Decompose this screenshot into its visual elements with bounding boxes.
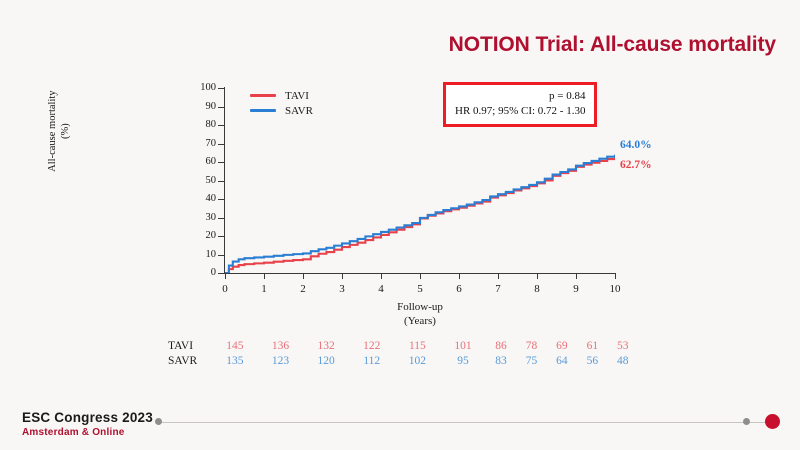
risk-value: 48 [617, 354, 629, 367]
y-tick [218, 180, 224, 182]
x-tick [225, 273, 226, 279]
footer-dot-left [155, 418, 162, 425]
slide-footer: ESC Congress 2023 Amsterdam & Online [0, 400, 800, 450]
curve-savr [225, 154, 615, 273]
risk-value: 75 [525, 354, 538, 367]
risk-row-label: SAVR [168, 354, 198, 367]
y-tick-label: 0 [210, 267, 216, 278]
y-tick-label: 20 [205, 230, 217, 241]
y-tick [218, 236, 224, 237]
x-tick-label: 3 [339, 283, 345, 295]
x-tick [498, 273, 499, 279]
p-value-text: p = 0.84 [549, 90, 586, 102]
x-tick [576, 273, 577, 279]
y-tick [218, 217, 224, 219]
x-tick [459, 273, 460, 279]
legend-item-tavi: TAVI [250, 88, 313, 103]
risk-row: TAVI 145 136 132 122 115 101 86 78 69 61 53 [168, 338, 638, 353]
x-tick [420, 273, 421, 279]
risk-value: 145 [226, 339, 244, 352]
statistics-box: p = 0.84 HR 0.97; 95% CI: 0.72 - 1.30 [443, 82, 598, 127]
y-tick-label: 30 [205, 211, 217, 223]
legend-swatch-savr [250, 109, 276, 112]
risk-value: 56 [586, 354, 599, 367]
y-tick-label: 100 [200, 82, 216, 93]
risk-value: 69 [556, 339, 568, 352]
risk-value: 95 [457, 354, 469, 367]
x-tick-label: 10 [609, 283, 621, 295]
y-tick [218, 254, 224, 256]
y-tick [218, 88, 224, 89]
y-tick-label: 10 [205, 248, 217, 260]
x-tick-label: 9 [573, 283, 579, 295]
legend-swatch-tavi [250, 94, 276, 97]
x-axis-title: Follow-up (Years) [397, 301, 443, 328]
x-tick-label: 6 [456, 283, 462, 295]
x-tick [615, 273, 616, 279]
x-tick [381, 273, 382, 279]
x-tick-label: 8 [534, 283, 540, 295]
y-tick-label: 50 [205, 174, 217, 186]
risk-value: 115 [408, 339, 426, 352]
y-tick-label: 90 [205, 100, 217, 112]
x-tick-label: 2 [300, 283, 306, 295]
x-tick [303, 273, 304, 279]
x-tick [342, 273, 343, 279]
risk-value: 135 [226, 354, 244, 367]
y-tick-label: 70 [205, 137, 217, 149]
chart-legend: TAVI SAVR [250, 88, 313, 118]
hazard-ratio-text: HR 0.97; 95% CI: 0.72 - 1.30 [455, 104, 586, 117]
y-tick [218, 199, 224, 200]
y-axis-line [224, 87, 225, 274]
risk-value: 102 [408, 354, 426, 367]
x-tick [537, 273, 538, 279]
y-axis-title: All-cause mortality (%) [46, 90, 71, 172]
risk-value: 78 [525, 339, 538, 352]
y-tick [218, 106, 224, 108]
risk-value: 132 [317, 339, 335, 352]
y-tick-label: 40 [205, 193, 217, 204]
numbers-at-risk-table: TAVI 145 136 132 122 115 101 86 78 69 61 53 SAVR 135 1… [168, 338, 638, 368]
risk-row-label: TAVI [168, 339, 194, 352]
footer-dot-red [765, 414, 780, 429]
risk-value: 101 [454, 339, 472, 352]
legend-item-savr: SAVR [250, 103, 313, 118]
page-title: NOTION Trial: All-cause mortality [448, 33, 776, 56]
risk-value: 61 [586, 339, 599, 352]
footer-divider-line [160, 422, 772, 423]
y-tick [218, 125, 224, 126]
y-tick [218, 273, 224, 274]
risk-value: 83 [495, 354, 507, 367]
x-tick-label: 5 [417, 283, 423, 295]
y-tick-label: 60 [205, 156, 217, 167]
risk-value: 64 [556, 354, 568, 367]
x-tick-label: 1 [261, 283, 267, 295]
x-tick-label: 0 [222, 283, 228, 295]
footer-congress-name: ESC Congress 2023 [22, 410, 153, 425]
endpoint-label-savr: 64.0% [620, 138, 652, 151]
x-tick [264, 273, 265, 279]
risk-value: 123 [271, 354, 290, 367]
legend-label-tavi: TAVI [285, 89, 309, 102]
risk-value: 53 [617, 339, 629, 352]
risk-value: 122 [363, 339, 381, 352]
footer-dot-gray [743, 418, 750, 425]
y-tick-label: 80 [205, 119, 217, 130]
legend-label-savr: SAVR [285, 104, 313, 117]
risk-value: 112 [363, 354, 381, 367]
risk-value: 120 [317, 354, 335, 367]
y-tick [218, 162, 224, 163]
risk-value: 136 [271, 339, 290, 352]
x-tick-label: 4 [378, 283, 384, 295]
footer-location: Amsterdam & Online [22, 427, 125, 438]
risk-row: SAVR 135 123 120 112 102 95 83 75 64 56 48 [168, 353, 638, 368]
risk-value: 86 [495, 339, 507, 352]
x-tick-label: 7 [495, 283, 501, 295]
y-tick [218, 143, 224, 145]
survival-curves [225, 154, 615, 273]
endpoint-label-tavi: 62.7% [620, 159, 652, 171]
kaplan-meier-chart: 0 10 20 30 40 50 60 70 80 90 100 0 1 2 3 4 5 6 7 8 9 10 All-… [46, 82, 652, 368]
